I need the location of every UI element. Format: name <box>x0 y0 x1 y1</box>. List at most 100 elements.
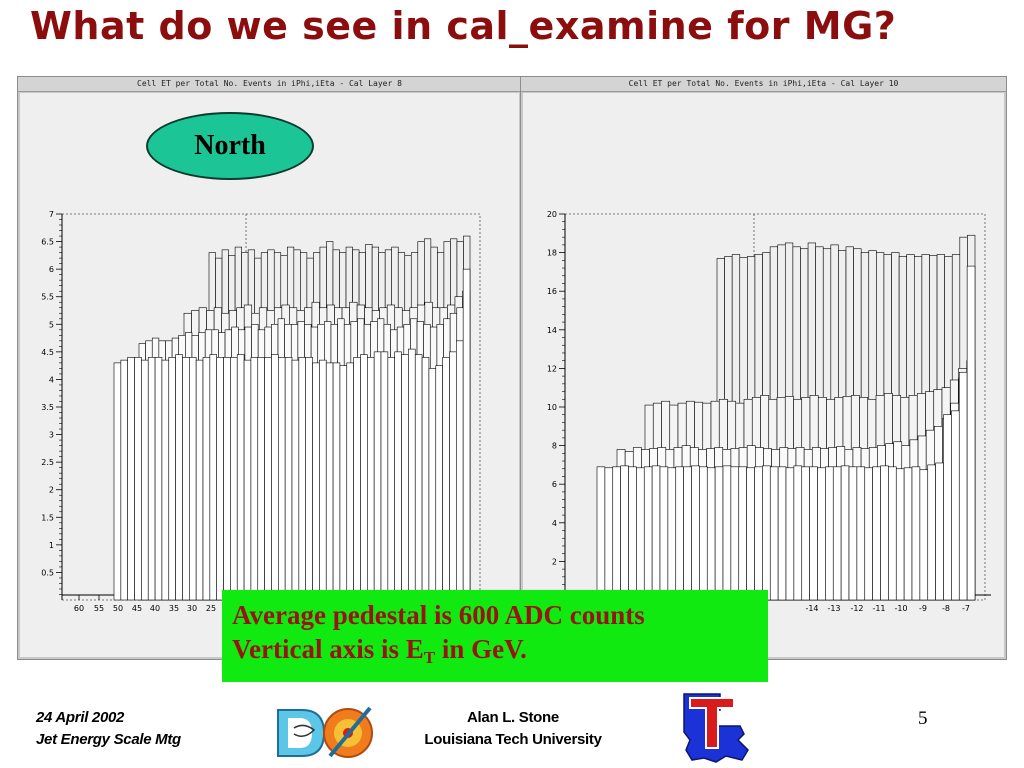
x-tick-label: -10 <box>894 604 907 613</box>
histogram-bar <box>754 466 763 601</box>
note-box: Average pedestal is 600 ADC counts Verti… <box>222 590 768 682</box>
histogram-bar <box>325 362 334 601</box>
histogram-bar <box>777 466 787 601</box>
histogram-bar <box>134 357 142 601</box>
histogram-bar <box>209 354 218 601</box>
x-tick-label: 25 <box>206 604 216 613</box>
histogram-plot-layer8: 0.5 1 1.5 2 2.5 3 3.5 4 4.5 5 5.5 6 6.5 7 60 55 50 45 40 35… <box>20 93 519 657</box>
y-tick-label: 7 <box>49 210 54 219</box>
y-tick-label: 16 <box>547 287 557 296</box>
histogram-bar <box>319 359 327 601</box>
y-tick-label: 1.5 <box>41 513 54 522</box>
histogram-bar <box>202 357 211 601</box>
x-tick-label: -8 <box>942 604 950 613</box>
y-tick-label: 6.5 <box>41 238 54 247</box>
x-tick-label: -12 <box>850 604 863 613</box>
footer-author: Alan L. Stone <box>467 709 559 726</box>
slide-title: What do we see in cal_examine for MG? <box>30 4 897 48</box>
histogram-bar <box>856 466 866 601</box>
histogram-bar <box>175 354 183 601</box>
y-tick-label: 2.5 <box>41 458 54 467</box>
histogram-canvas-layer10: Cell ET per Total No. Events in iPhi,iEt… <box>520 76 1007 660</box>
histogram-bar <box>408 348 416 601</box>
histogram-bar <box>596 466 606 601</box>
footer-left: 24 April 2002 Jet Energy Scale Mtg <box>36 707 181 751</box>
note-axis-prefix: Vertical axis is E <box>232 634 424 664</box>
histogram-bar <box>182 357 190 601</box>
histogram-bar <box>264 357 272 601</box>
y-tick-label: 10 <box>547 403 557 412</box>
histogram-bar <box>825 466 834 601</box>
histogram-bar <box>943 414 952 601</box>
y-tick-label: 14 <box>547 326 557 335</box>
x-tick-label: -11 <box>872 604 885 613</box>
y-tick-label: 6 <box>49 265 54 274</box>
histogram-bar <box>442 357 450 601</box>
histogram-title: Cell ET per Total No. Events in iPhi,iEt… <box>18 77 521 92</box>
histogram-bar <box>243 359 252 601</box>
histogram-bar <box>888 466 897 601</box>
x-tick-label: 45 <box>132 604 142 613</box>
histogram-plot-layer10: 246810121416182060555045403530252015105-… <box>523 93 1004 657</box>
histogram-bar <box>919 469 929 601</box>
histogram-bar <box>604 467 614 601</box>
y-tick-label: 5.5 <box>41 293 54 302</box>
histogram-bar <box>817 467 826 601</box>
histogram-bar <box>699 466 708 601</box>
histogram-bar <box>312 362 320 601</box>
histogram-bar <box>832 466 842 601</box>
histogram-bar <box>793 465 803 601</box>
histogram-bar <box>722 465 732 601</box>
histogram-bar <box>161 359 170 601</box>
histogram-bar <box>449 351 457 601</box>
histogram-bar <box>903 467 913 601</box>
histogram-bar <box>769 466 779 601</box>
page-number: 5 <box>918 708 928 729</box>
histogram-bar <box>927 464 936 601</box>
histogram-bar <box>113 362 122 601</box>
histogram-bar <box>414 354 423 601</box>
histogram-bar <box>659 466 669 601</box>
histogram-bar <box>168 357 176 601</box>
histogram-bar <box>195 359 204 601</box>
histogram-bar <box>848 466 858 601</box>
footer-affiliation: Louisiana Tech University <box>424 731 602 748</box>
histogram-bar <box>284 357 293 601</box>
histogram-bar <box>801 466 810 601</box>
histogram-bar <box>714 466 724 601</box>
histogram-bar <box>141 359 149 601</box>
histogram-bar <box>154 357 163 601</box>
histogram-bar <box>911 466 921 601</box>
histogram-bar <box>421 357 430 601</box>
histogram-bar <box>236 354 245 601</box>
histogram-bar <box>230 357 238 601</box>
y-tick-label: 4 <box>552 519 557 528</box>
histogram-bar <box>278 357 286 601</box>
histogram-bar <box>462 268 471 601</box>
histogram-bar <box>387 357 396 601</box>
histogram-bar <box>332 362 341 601</box>
histogram-bar <box>628 466 637 601</box>
histogram-title: Cell ET per Total No. Events in iPhi,iEt… <box>521 77 1006 92</box>
histogram-bar <box>706 467 716 601</box>
histogram-bar <box>958 371 968 601</box>
x-tick-label: 60 <box>74 604 84 613</box>
histogram-bar <box>966 265 976 601</box>
histogram-bar <box>127 357 135 601</box>
d0-experiment-logo <box>277 706 373 758</box>
histogram-bar <box>428 368 437 601</box>
histogram-bar <box>864 467 873 601</box>
x-tick-label: 50 <box>113 604 123 613</box>
histogram-bar <box>353 357 361 601</box>
histogram-bar <box>271 354 279 601</box>
y-tick-label: 4 <box>49 375 54 384</box>
histogram-bar <box>785 467 795 601</box>
histogram-bar <box>257 357 265 601</box>
histogram-bar <box>895 468 905 601</box>
y-tick-label: 0.5 <box>41 568 54 577</box>
histogram-bar <box>746 467 755 601</box>
histogram-bar <box>675 466 684 601</box>
histogram-bar <box>305 357 313 601</box>
histogram-bar <box>683 466 692 601</box>
x-tick-label: 40 <box>150 604 160 613</box>
